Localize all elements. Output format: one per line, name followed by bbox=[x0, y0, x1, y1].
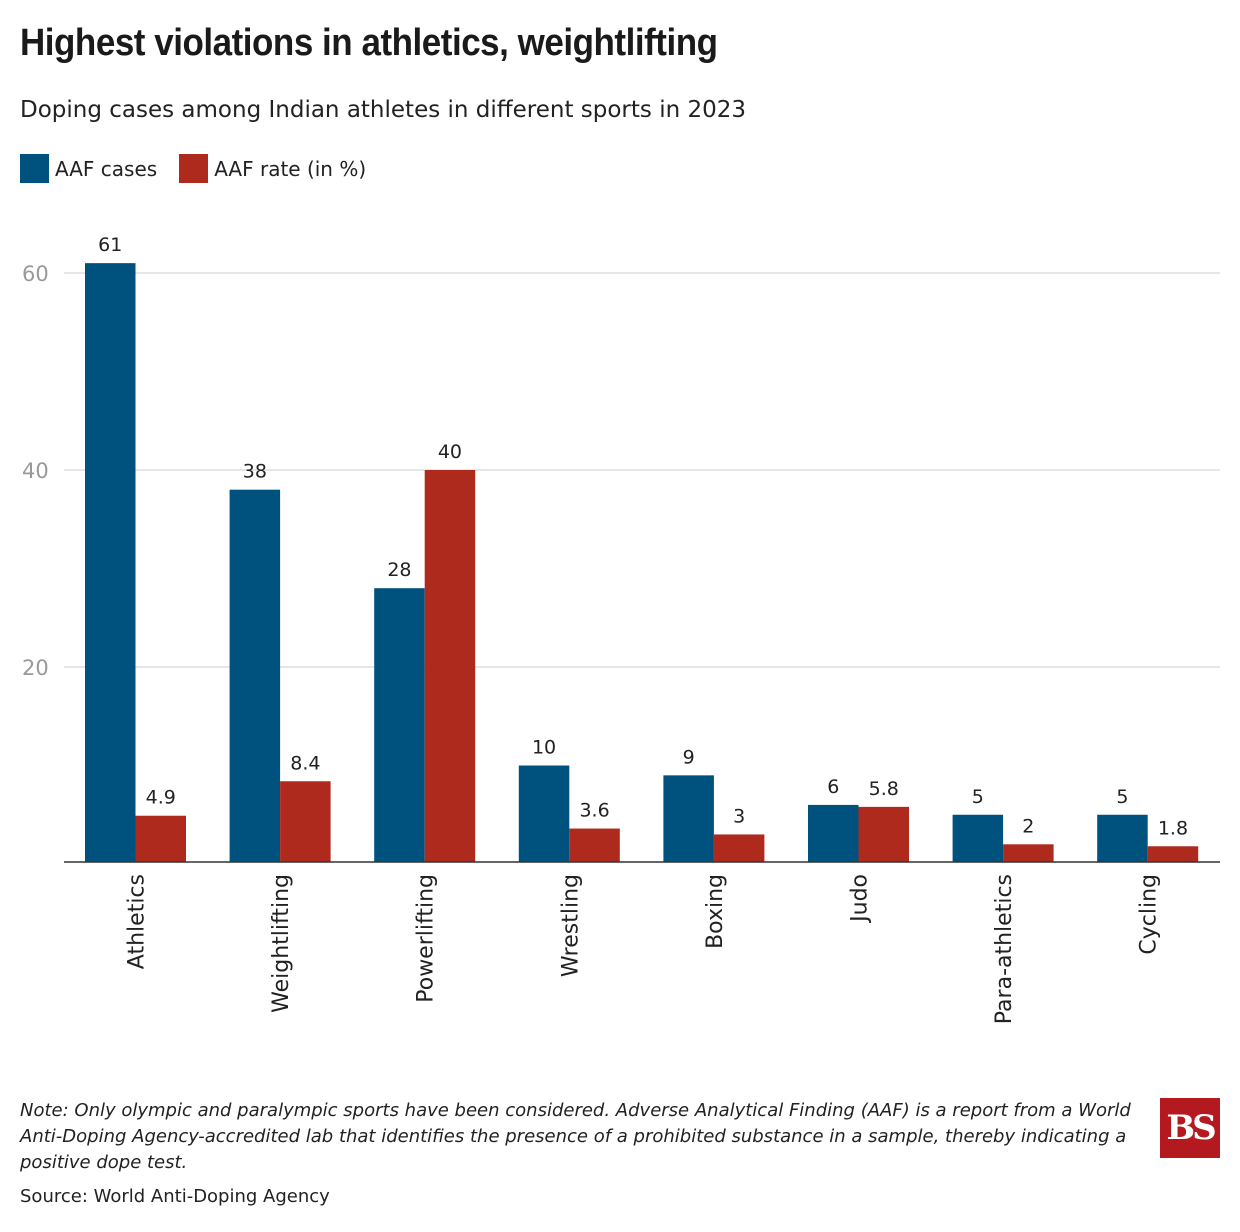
bar-cases bbox=[229, 489, 281, 862]
x-tick-label: Judo bbox=[848, 874, 873, 924]
data-label: 1.8 bbox=[1158, 817, 1188, 839]
legend-item-rate: AAF rate (in %) bbox=[179, 154, 366, 183]
data-label: 28 bbox=[387, 559, 411, 581]
bar-rate bbox=[713, 834, 765, 862]
bar-rate bbox=[569, 828, 620, 862]
data-label: 40 bbox=[438, 441, 462, 463]
legend: AAF cases AAF rate (in %) bbox=[20, 154, 366, 183]
legend-swatch-rate bbox=[179, 154, 209, 183]
data-label: 3 bbox=[733, 805, 745, 827]
legend-item-cases: AAF cases bbox=[20, 154, 157, 183]
y-tick-label: 60 bbox=[22, 262, 49, 286]
bar-cases bbox=[663, 775, 714, 862]
y-tick-label: 20 bbox=[22, 656, 49, 680]
chart-title: Highest violations in athletics, weightl… bbox=[20, 22, 718, 64]
bar-chart: 20 40 60 61 4.9 Athletics 38 8.4 Weightlifting 28… bbox=[22, 234, 1220, 1024]
chart-note: Note: Only olympic and paralympic sports… bbox=[20, 1100, 1131, 1173]
data-label: 5.8 bbox=[869, 778, 899, 800]
bar-cases bbox=[374, 588, 425, 862]
chart-source: Source: World Anti-Doping Agency bbox=[20, 1186, 330, 1207]
bar-cases bbox=[518, 765, 570, 862]
x-tick-label: Powerlifting bbox=[414, 874, 439, 1003]
x-tick-label: Athletics bbox=[125, 874, 150, 969]
bar-cases bbox=[85, 263, 136, 862]
data-label: 6 bbox=[827, 776, 839, 798]
legend-label-rate: AAF rate (in %) bbox=[214, 156, 367, 181]
data-label: 8.4 bbox=[290, 752, 320, 774]
bar-rate bbox=[424, 470, 476, 862]
legend-label-cases: AAF cases bbox=[55, 156, 158, 181]
x-tick-label: Weightlifting bbox=[269, 874, 294, 1013]
bar-cases bbox=[1097, 814, 1148, 862]
data-label: 9 bbox=[683, 746, 695, 768]
data-label: 38 bbox=[243, 461, 267, 483]
bar-rate bbox=[280, 781, 331, 862]
bs-logo: BS bbox=[1160, 1098, 1220, 1158]
data-label: 5 bbox=[1116, 786, 1128, 808]
bar-cases bbox=[808, 804, 859, 862]
y-tick-label: 40 bbox=[22, 459, 49, 483]
bar-rate bbox=[858, 806, 909, 862]
bar-rate bbox=[1003, 844, 1054, 862]
x-tick-label: Cycling bbox=[1137, 874, 1162, 955]
x-tick-label: Para-athletics bbox=[992, 874, 1017, 1024]
bar-cases bbox=[952, 814, 1004, 862]
x-tick-label: Boxing bbox=[703, 874, 728, 949]
data-label: 3.6 bbox=[579, 800, 609, 822]
data-label: 4.9 bbox=[146, 787, 176, 809]
x-tick-label: Wrestling bbox=[558, 874, 583, 977]
data-label: 2 bbox=[1022, 815, 1034, 837]
bar-rate bbox=[135, 815, 186, 862]
data-label: 61 bbox=[98, 234, 122, 256]
legend-swatch-cases bbox=[20, 154, 49, 183]
data-label: 5 bbox=[972, 786, 984, 808]
data-label: 10 bbox=[532, 737, 556, 759]
chart-subtitle: Doping cases among Indian athletes in di… bbox=[20, 97, 747, 123]
bar-rate bbox=[1147, 846, 1199, 862]
